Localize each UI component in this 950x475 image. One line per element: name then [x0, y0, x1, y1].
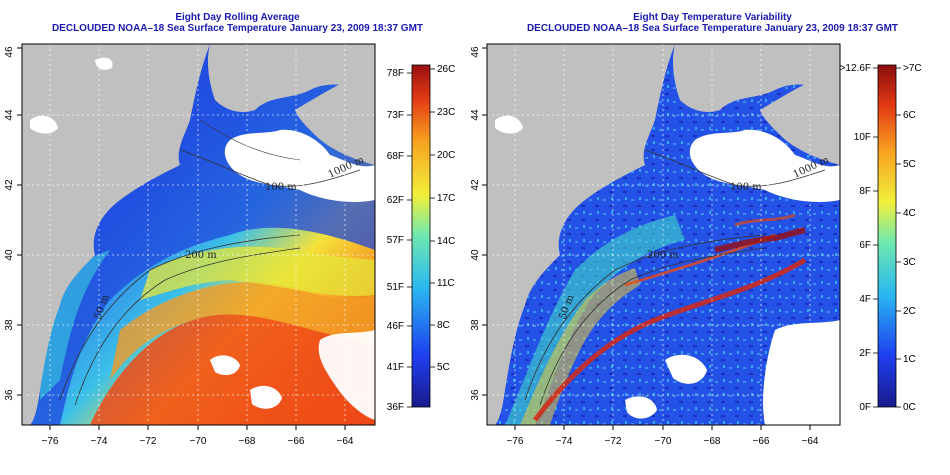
- colorbar-label-f: 57F: [387, 235, 404, 246]
- colorbar-label-f: 8F: [859, 186, 871, 197]
- colorbar-label-f: 51F: [387, 282, 404, 293]
- colorbar-label-c: 8C: [437, 320, 450, 331]
- colorbar-label-f: 10F: [854, 132, 871, 143]
- colorbar-label-f: 0F: [859, 402, 871, 413]
- colorbar-label-f: 41F: [387, 362, 404, 373]
- colorbar-label-c: >7C: [903, 63, 922, 74]
- y-tick-label: 44: [470, 109, 481, 121]
- colorbar-label-c: 0C: [903, 402, 916, 413]
- sst-variability-map: 100 m 200 m 1000 m 50 m −76 −74 −72 −70 …: [470, 43, 922, 447]
- land-mass: [22, 44, 210, 425]
- colorbar-label-f: 78F: [387, 68, 404, 79]
- y-axis: 36 38 40 42 44 46: [470, 46, 487, 401]
- x-tick-label: −72: [605, 436, 622, 447]
- colorbar-label-c: 1C: [903, 354, 916, 365]
- contour-label: 100 m: [730, 182, 762, 193]
- land-mass: [487, 44, 675, 425]
- colorbar-label-c: 3C: [903, 257, 916, 268]
- sst-average-panel: Eight Day Rolling Average DECLOUDED NOAA…: [4, 12, 456, 447]
- y-tick-label: 42: [4, 179, 15, 191]
- x-tick-label: −70: [655, 436, 672, 447]
- cloud-mask: [224, 129, 375, 202]
- variability-colorbar: >12.6F 10F 8F 6F 4F 2F 0F >7C 6C 5C 4C 3…: [840, 63, 922, 413]
- x-tick-label: −66: [753, 436, 770, 447]
- colorbar-label-c: 17C: [437, 193, 455, 204]
- y-tick-label: 36: [470, 389, 481, 401]
- map-subtitle: DECLOUDED NOAA–18 Sea Surface Temperatur…: [526, 23, 899, 34]
- colorbar-label-f: 4F: [859, 294, 871, 305]
- y-tick-label: 40: [4, 249, 15, 261]
- colorbar-label-c: 20C: [437, 150, 455, 161]
- colorbar-label-f: 36F: [387, 402, 404, 413]
- y-tick-label: 42: [470, 179, 481, 191]
- y-tick-label: 44: [4, 109, 15, 121]
- y-tick-label: 38: [4, 319, 15, 331]
- sst-variability-panel: Eight Day Temperature Variability DECLOU…: [470, 0, 950, 475]
- colorbar-label-c: 5C: [903, 159, 916, 170]
- y-tick-label: 46: [4, 46, 15, 58]
- colorbar-label-c: 26C: [437, 64, 455, 75]
- contour-label: 200 m: [185, 250, 217, 261]
- x-tick-label: −76: [42, 436, 59, 447]
- colorbar-label-f: 62F: [387, 195, 404, 206]
- colorbar-label-f: 46F: [387, 321, 404, 332]
- colorbar-label-c: 11C: [437, 278, 455, 289]
- y-tick-label: 36: [4, 389, 15, 401]
- x-tick-label: −70: [190, 436, 207, 447]
- x-axis: −76 −74 −72 −70 −68 −66 −64: [507, 425, 819, 447]
- colorbar-label-c: 2C: [903, 306, 916, 317]
- y-axis: 36 38 40 42 44 46: [4, 46, 22, 401]
- colorbar-label-f: 2F: [859, 348, 871, 359]
- x-tick-label: −68: [704, 436, 721, 447]
- map-title: Eight Day Rolling Average: [175, 12, 300, 23]
- x-tick-label: −64: [337, 436, 354, 447]
- y-tick-label: 46: [470, 46, 481, 58]
- x-tick-label: −66: [288, 436, 305, 447]
- map-title: Eight Day Temperature Variability: [633, 12, 792, 23]
- x-tick-label: −72: [140, 436, 157, 447]
- colorbar-label-f: 6F: [859, 240, 871, 251]
- x-axis: −76 −74 −72 −70 −68 −66 −64: [42, 425, 354, 447]
- cloud-mask: [689, 129, 840, 202]
- colorbar-label-f: 68F: [387, 151, 404, 162]
- map-subtitle: DECLOUDED NOAA–18 Sea Surface Temperatur…: [51, 23, 424, 34]
- y-tick-label: 40: [470, 249, 481, 261]
- y-tick-label: 38: [470, 319, 481, 331]
- x-tick-label: −68: [239, 436, 256, 447]
- x-tick-label: −74: [91, 436, 108, 447]
- colorbar-label-f: >12.6F: [840, 63, 871, 74]
- x-tick-label: −74: [556, 436, 573, 447]
- colorbar-label-f: 73F: [387, 110, 404, 121]
- temperature-colorbar: 78F 73F 68F 62F 57F 51F 46F 41F 36F 26C …: [387, 64, 456, 413]
- x-tick-label: −76: [507, 436, 524, 447]
- colorbar-label-c: 5C: [437, 362, 450, 373]
- colorbar-label-c: 23C: [437, 107, 455, 118]
- sst-average-map: 100 m 200 m 1000 m 50 m −76 −74 −72 −70 …: [4, 43, 456, 447]
- contour-label: 100 m: [265, 182, 297, 193]
- colorbar-label-c: 14C: [437, 236, 455, 247]
- x-tick-label: −64: [802, 436, 819, 447]
- colorbar-label-c: 4C: [903, 208, 916, 219]
- colorbar-label-c: 6C: [903, 110, 916, 121]
- contour-label: 200 m: [647, 250, 679, 261]
